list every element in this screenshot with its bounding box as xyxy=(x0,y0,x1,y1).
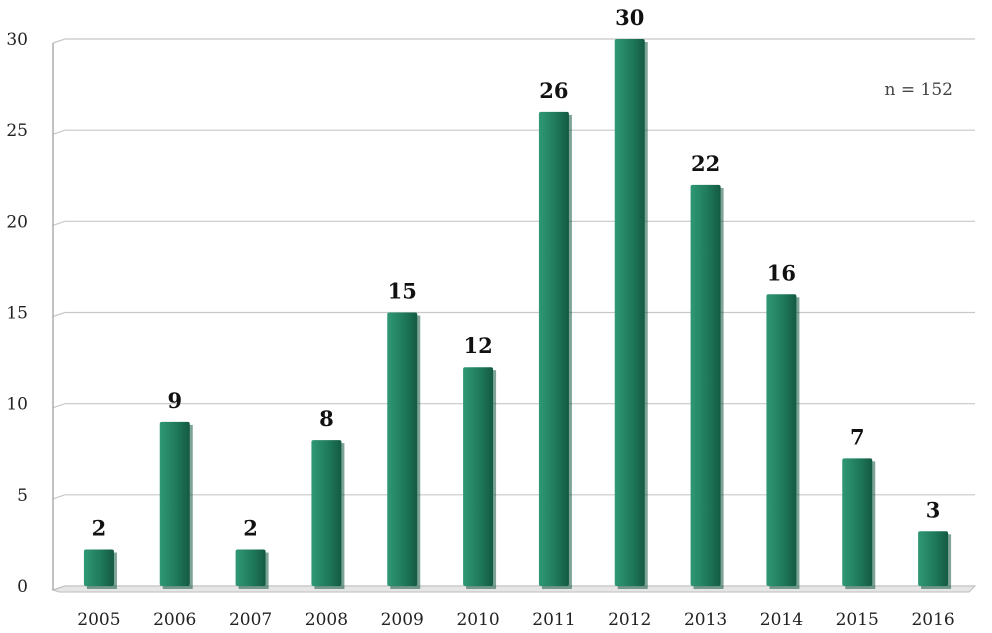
data-label: 9 xyxy=(167,388,182,413)
data-label: 7 xyxy=(850,424,865,449)
bar-2014 xyxy=(766,294,797,586)
bar-2007 xyxy=(235,549,266,586)
bar-2009 xyxy=(387,312,418,586)
y-tick-label: 15 xyxy=(6,304,28,324)
x-tick-label: 2013 xyxy=(684,610,727,630)
data-label: 15 xyxy=(388,279,417,304)
bar-2013 xyxy=(690,184,721,586)
x-tick-label: 2016 xyxy=(911,610,954,630)
y-tick-label: 20 xyxy=(6,212,28,232)
bars xyxy=(83,39,952,589)
x-tick-label: 2010 xyxy=(456,610,499,630)
chart-floor xyxy=(51,585,977,593)
bar-2010 xyxy=(463,367,494,586)
x-tick-label: 2015 xyxy=(836,610,879,630)
x-tick-label: 2007 xyxy=(229,610,272,630)
data-label: 30 xyxy=(615,5,644,30)
x-tick-label: 2006 xyxy=(153,610,196,630)
bar-2006 xyxy=(159,421,190,586)
data-label: 3 xyxy=(926,497,941,522)
x-tick-label: 2011 xyxy=(532,610,575,630)
data-label: 22 xyxy=(691,151,720,176)
gridline xyxy=(52,494,975,500)
x-tick-label: 2014 xyxy=(760,610,803,630)
data-label: 2 xyxy=(243,516,258,541)
gridline xyxy=(52,220,975,226)
y-tick-label: 30 xyxy=(6,30,28,50)
data-label: 26 xyxy=(539,78,568,103)
data-label: 16 xyxy=(767,260,796,285)
gridline xyxy=(52,129,975,135)
x-tick-label: 2005 xyxy=(77,610,120,630)
x-tick-label: 2008 xyxy=(305,610,348,630)
gridlines xyxy=(52,38,975,591)
y-tick-label: 0 xyxy=(17,577,28,597)
data-label: 8 xyxy=(319,406,334,431)
bar-2011 xyxy=(538,111,569,586)
x-tick-label: 2009 xyxy=(381,610,424,630)
gridline xyxy=(52,311,975,318)
bar-2016 xyxy=(918,531,949,586)
y-tick-label: 25 xyxy=(6,121,28,141)
bar-2015 xyxy=(842,458,873,586)
gridline xyxy=(52,403,975,409)
gridline xyxy=(52,38,975,44)
y-tick-label: 10 xyxy=(6,395,28,415)
bar-2012 xyxy=(614,39,645,586)
data-label: 2 xyxy=(92,516,107,541)
axes: 0 5 10 15 20 25 30 xyxy=(6,30,977,597)
sample-size-annotation: n = 152 xyxy=(885,80,953,100)
labels: 2 2005 9 2006 2 2007 8 2008 15 2009 12 2010 26 2011 30… xyxy=(77,5,954,630)
data-label: 12 xyxy=(463,333,492,358)
x-tick-label: 2012 xyxy=(608,610,651,630)
bar-2008 xyxy=(311,440,342,586)
bar-2005 xyxy=(83,549,114,586)
y-tick-label: 5 xyxy=(17,486,28,506)
